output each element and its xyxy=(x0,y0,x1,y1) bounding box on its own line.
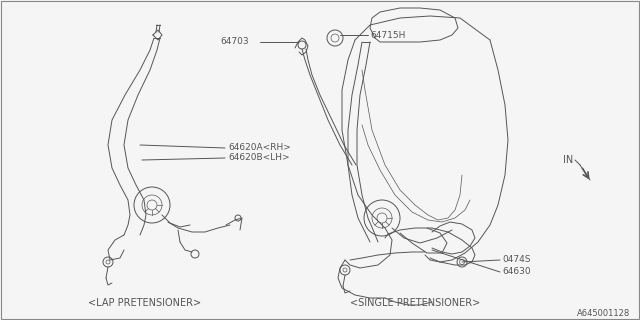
Text: 64715H: 64715H xyxy=(370,30,405,39)
Text: <SINGLE PRETENSIONER>: <SINGLE PRETENSIONER> xyxy=(350,298,480,308)
Text: IN: IN xyxy=(563,155,573,165)
Text: 0474S: 0474S xyxy=(502,255,531,265)
Text: 64620A<RH>: 64620A<RH> xyxy=(228,143,291,153)
Text: 64620B<LH>: 64620B<LH> xyxy=(228,154,290,163)
Text: 64630: 64630 xyxy=(502,268,531,276)
Text: 64703: 64703 xyxy=(220,37,248,46)
Text: <LAP PRETENSIONER>: <LAP PRETENSIONER> xyxy=(88,298,202,308)
Text: A645001128: A645001128 xyxy=(577,308,630,317)
